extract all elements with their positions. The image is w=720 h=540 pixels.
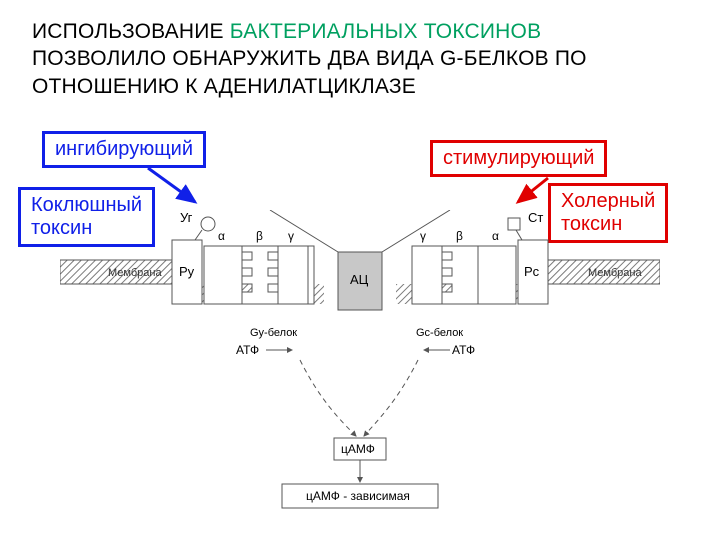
ac-label: АЦ (350, 272, 369, 287)
g-protein-left (204, 246, 314, 304)
beta-r: β (456, 229, 463, 243)
footer-label: цАМФ - зависимая (306, 489, 410, 503)
receptor-right-label: Ст (528, 210, 543, 225)
py-label: Ру (179, 264, 195, 279)
atp-right: АТФ (452, 343, 475, 357)
membrane-label-right: Мембрана (588, 267, 642, 279)
alpha-l: α (218, 229, 225, 243)
dash-right (364, 360, 418, 436)
atp-left: АТФ (236, 343, 259, 357)
pc-label: Рс (524, 264, 540, 279)
g-right-label: Gс-белок (416, 327, 463, 339)
beta-l: β (256, 229, 263, 243)
arrow-to-stimulatory (518, 178, 548, 202)
alpha-r: α (492, 229, 499, 243)
membrane-label-left: Мембрана (108, 267, 162, 279)
arrow-to-inhibitory (148, 168, 195, 202)
dash-left (300, 360, 356, 436)
gamma-r: γ (420, 229, 426, 243)
gamma-l: γ (288, 229, 294, 243)
g-left-label: Gу-белок (250, 327, 297, 339)
g-protein-diagram: Мембрана Мембрана Уг Ру Ст Рс α β γ α β … (60, 210, 660, 530)
camp-label: цАМФ (341, 442, 375, 456)
g-protein-right (412, 246, 516, 304)
receptor-left-label: Уг (180, 210, 193, 225)
